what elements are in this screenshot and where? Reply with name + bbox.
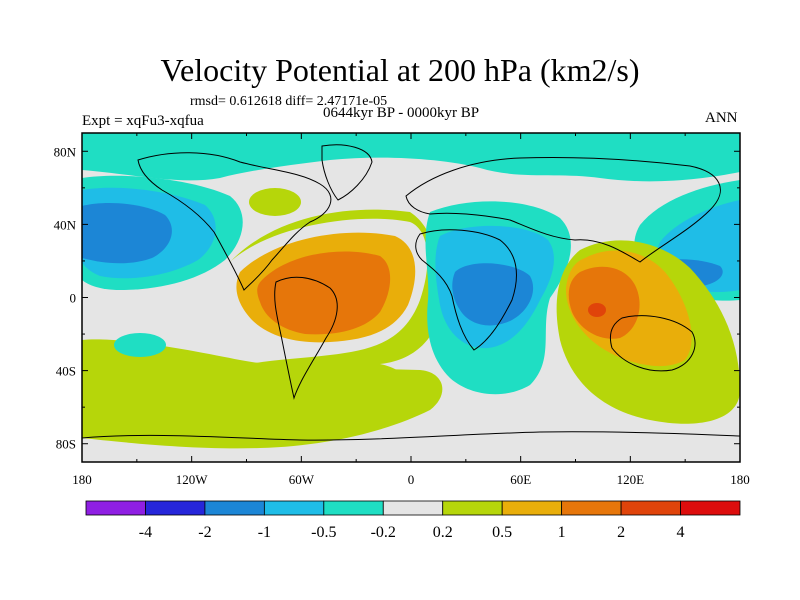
- contour-fields: [82, 133, 740, 449]
- antarctica-outline: [82, 431, 740, 441]
- africa-indian-low-core: [452, 263, 534, 326]
- season-label: ANN: [705, 110, 738, 126]
- south-atlantic-band: [82, 339, 443, 449]
- lat-tick-label: 40S: [56, 364, 76, 379]
- legend-swatch: [204, 500, 265, 516]
- eurasia-coast: [405, 156, 721, 263]
- legend-label: -0.2: [371, 524, 396, 541]
- latitude-labels: 80N 40N 0 40S 80S: [54, 144, 77, 451]
- lat-tick-label: 0: [70, 291, 77, 306]
- north-america-coast: [137, 152, 332, 291]
- legend-label: 2: [617, 524, 625, 541]
- legend-swatch: [501, 500, 563, 516]
- legend-swatch: [561, 500, 622, 516]
- axis-ticks: [81, 133, 741, 462]
- lon-tick-label: 120W: [176, 472, 209, 487]
- legend-labels: -4 -2 -1 -0.5 -0.2 0.2 0.5 1 2 4: [139, 524, 685, 541]
- legend-label: -0.5: [311, 524, 336, 541]
- lon-tick-label: 0: [408, 472, 415, 487]
- maritime-continent-high-core: [568, 266, 640, 339]
- legend-swatch: [680, 500, 741, 516]
- legend-swatch: [442, 500, 503, 516]
- stats-line: rmsd= 0.612618 diff= 2.47171e-05: [190, 94, 388, 109]
- legend-label: 0.5: [492, 524, 512, 541]
- chart-title: Velocity Potential at 200 hPa (km2/s): [160, 52, 640, 88]
- legend-swatch: [263, 500, 325, 516]
- legend-swatch: [145, 500, 206, 516]
- lon-tick-label: 180: [730, 472, 750, 487]
- tropical-atlantic-high-core: [257, 251, 391, 335]
- legend-label: -2: [198, 524, 211, 541]
- legend-swatch: [85, 500, 146, 516]
- lon-tick-label: 60E: [510, 472, 531, 487]
- africa-coast: [415, 229, 517, 351]
- legend-label: -1: [258, 524, 271, 541]
- south-pacific-low-blob: [114, 333, 166, 357]
- lat-tick-label: 80S: [56, 437, 76, 452]
- australia-coast: [609, 315, 696, 372]
- greenland-coast: [321, 144, 373, 201]
- lon-tick-label: 180: [72, 472, 92, 487]
- lat-tick-label: 80N: [54, 144, 77, 159]
- legend-label: -4: [139, 524, 152, 541]
- maritime-continent-high-peak: [588, 303, 606, 317]
- arctic-negative-region: [82, 133, 740, 182]
- greenland-positive-blob: [249, 188, 301, 216]
- lon-tick-label: 120E: [617, 472, 645, 487]
- south-america-coast: [274, 276, 338, 400]
- legend-label: 4: [677, 524, 685, 541]
- north-pacific-low-core: [82, 203, 172, 264]
- period-label: 0644kyr BP - 0000kyr BP: [323, 105, 480, 121]
- legend-label: 0.2: [433, 524, 453, 541]
- lon-tick-label: 60W: [289, 472, 315, 487]
- longitude-labels: 180 120W 60W 0 60E 120E 180: [72, 472, 750, 487]
- legend-swatch: [382, 500, 444, 516]
- coastlines: [137, 144, 721, 400]
- legend-swatch: [620, 500, 681, 516]
- legend-label: 1: [558, 524, 566, 541]
- legend-swatch: [323, 500, 384, 516]
- experiment-label: Expt = xqFu3-xqfua: [82, 113, 204, 129]
- legend-colorbar: [85, 500, 741, 516]
- lat-tick-label: 40N: [54, 217, 77, 232]
